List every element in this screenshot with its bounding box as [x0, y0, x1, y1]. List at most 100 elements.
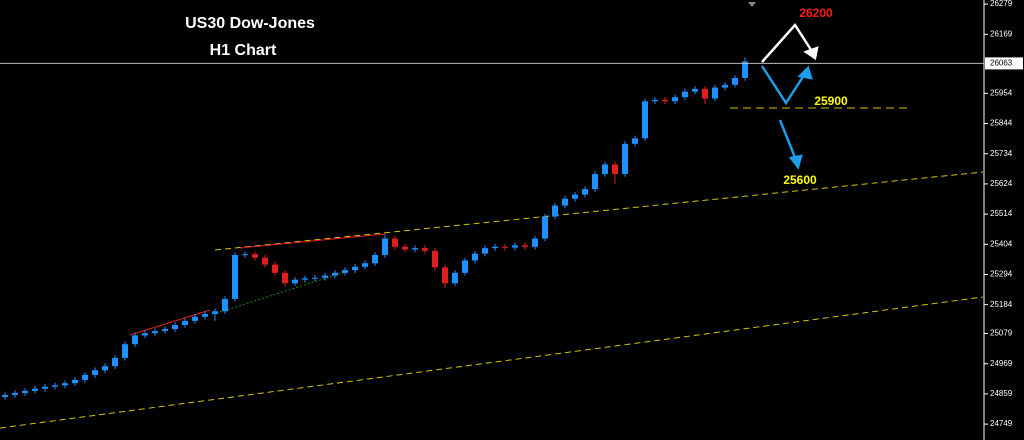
candle-body — [412, 248, 418, 250]
candle-body — [292, 279, 298, 284]
candle-body — [22, 390, 28, 394]
candle-body — [642, 101, 648, 139]
arrows — [760, 22, 819, 170]
candle-body — [682, 91, 688, 98]
candle-body — [552, 205, 558, 217]
candle-body — [562, 198, 568, 206]
candle-body — [692, 88, 698, 92]
candle-body — [702, 88, 708, 99]
candle-body — [182, 320, 188, 325]
candle-body — [362, 263, 368, 267]
candle-body — [282, 272, 288, 284]
arrow-head — [803, 46, 819, 61]
blue-arrow — [760, 65, 808, 106]
candle-body — [622, 143, 628, 175]
candle-body — [502, 246, 508, 248]
y-tick-label: 26279 — [990, 0, 1013, 8]
candle-body — [582, 189, 588, 195]
chart-title: US30 Dow-Jones — [185, 15, 315, 32]
candle-body — [52, 385, 58, 387]
y-tick-label: 26169 — [990, 29, 1013, 38]
candle-body — [252, 254, 258, 258]
y-tick-label: 25184 — [990, 300, 1013, 309]
candle-body — [612, 164, 618, 175]
current-price-label: 26063 — [990, 59, 1013, 68]
candle-body — [152, 331, 158, 334]
y-tick-label: 24859 — [990, 389, 1013, 398]
y-tick-label: 25079 — [990, 329, 1013, 338]
upper-channel-line — [214, 171, 984, 251]
y-tick-label: 25294 — [990, 270, 1013, 279]
candle-body — [532, 238, 538, 247]
lower-channel-line — [0, 296, 984, 429]
candle-body — [492, 246, 498, 249]
arrow-head — [788, 154, 803, 170]
y-tick-label: 25954 — [990, 88, 1013, 97]
candles — [2, 57, 748, 400]
y-tick-label: 25404 — [990, 239, 1013, 248]
candle-body — [402, 246, 408, 250]
chart-subtitle: H1 Chart — [210, 42, 277, 59]
candle-body — [72, 379, 78, 384]
candle-body — [322, 275, 328, 278]
candle-body — [712, 87, 718, 99]
candle-body — [2, 394, 8, 397]
candle-body — [112, 357, 118, 367]
trendlines — [0, 107, 984, 429]
candle-body — [462, 260, 468, 273]
candle-body — [212, 311, 218, 315]
candle-body — [722, 84, 728, 88]
y-tick-label: 25624 — [990, 179, 1013, 188]
candle-body — [172, 324, 178, 330]
red-trendline — [129, 309, 211, 336]
candle-body — [162, 329, 168, 332]
arrow-head — [797, 65, 813, 80]
candle-body — [392, 238, 398, 247]
candle-body — [592, 174, 598, 190]
candle-body — [352, 266, 358, 271]
candle-body — [272, 264, 278, 273]
candle-body — [372, 254, 378, 264]
candle-body — [632, 138, 638, 144]
candle-body — [192, 316, 198, 321]
candle-body — [522, 245, 528, 247]
candle-body — [262, 257, 268, 265]
y-tick-label: 25514 — [990, 209, 1013, 218]
candle-body — [82, 374, 88, 380]
candle-body — [482, 248, 488, 254]
candle-body — [442, 267, 448, 284]
candle-body — [202, 314, 208, 317]
candle-body — [102, 366, 108, 371]
candle-body — [672, 97, 678, 102]
candle-body — [452, 272, 458, 284]
candle-body — [62, 383, 68, 386]
candle-body — [602, 164, 608, 175]
candle-body — [572, 194, 578, 199]
candle-body — [42, 386, 48, 389]
annotation: 25900 — [814, 94, 848, 108]
candle-body — [662, 99, 668, 102]
candle-body — [432, 250, 438, 268]
candle-body — [742, 61, 748, 78]
y-tick-label: 25734 — [990, 149, 1013, 158]
candle-body — [422, 248, 428, 251]
candle-body — [142, 333, 148, 336]
candle-body — [302, 278, 308, 280]
candle-body — [732, 77, 738, 85]
annotation: 25600 — [783, 173, 817, 187]
red-trendline — [239, 233, 386, 249]
candle-body — [122, 344, 128, 358]
candle-body — [312, 277, 318, 279]
white-arrow — [761, 22, 817, 63]
y-tick-label: 24749 — [990, 419, 1013, 428]
candle-body — [512, 245, 518, 248]
candle-body — [32, 388, 38, 391]
candle-body — [222, 298, 228, 312]
candle-body — [132, 335, 138, 345]
candle-body — [542, 216, 548, 239]
candle-body — [232, 254, 238, 299]
candle-body — [12, 393, 18, 395]
candle-body — [382, 238, 388, 255]
